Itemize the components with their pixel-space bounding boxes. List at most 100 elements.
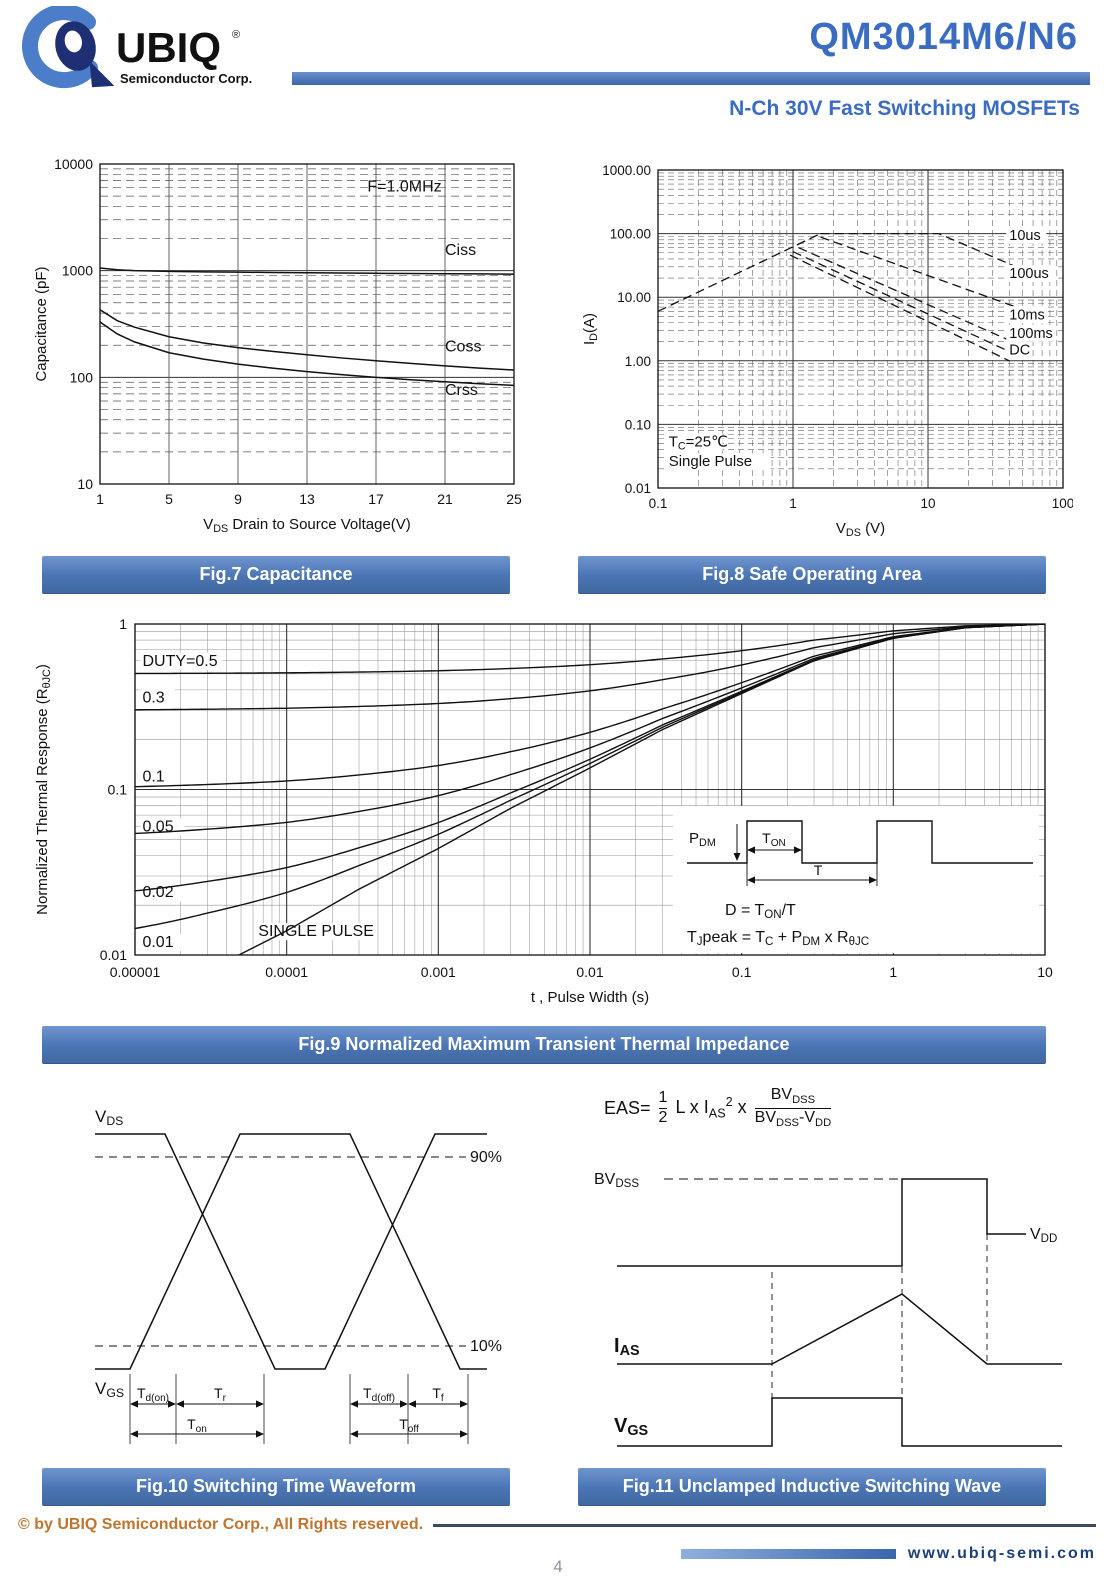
svg-text:10us: 10us bbox=[1009, 228, 1040, 244]
svg-text:0.02: 0.02 bbox=[142, 884, 173, 901]
eas-mid: L x IAS2 x bbox=[675, 1095, 747, 1121]
caption-label: Fig.10 Switching Time Waveform bbox=[135, 1476, 417, 1496]
svg-text:Ton: Ton bbox=[187, 1416, 207, 1435]
svg-text:Normalized Thermal Response (R: Normalized Thermal Response (RθJC) bbox=[34, 664, 53, 915]
svg-text:0.001: 0.001 bbox=[421, 964, 456, 980]
series-Ciss bbox=[99, 267, 515, 275]
svg-text:VDS Drain to Source Voltage(V): VDS Drain to Source Voltage(V) bbox=[203, 516, 411, 535]
page-subtitle: N-Ch 30V Fast Switching MOSFETs bbox=[729, 97, 1080, 120]
svg-text:100.00: 100.00 bbox=[610, 227, 651, 242]
svg-text:VDS: VDS bbox=[95, 1107, 123, 1128]
caption-label: Fig.9 Normalized Maximum Transient Therm… bbox=[298, 1034, 790, 1054]
fig7-chart: Ciss Coss Crss F=1.0MHz 10 100 1000 10000 1 5 9 13 1… bbox=[28, 148, 528, 553]
svg-text:VGS: VGS bbox=[95, 1379, 124, 1400]
svg-text:9: 9 bbox=[234, 491, 242, 507]
fig7-caption: Fig.7 Capacitance bbox=[42, 556, 510, 594]
svg-text:21: 21 bbox=[437, 491, 453, 507]
fig9-chart: DUTY=0.5 0.3 0.1 0.05 0.02 0.01 SINGLE PULSE 0.… bbox=[25, 610, 1090, 1020]
svg-text:0.00001: 0.00001 bbox=[110, 964, 161, 980]
svg-text:10: 10 bbox=[77, 476, 93, 492]
duty-curve-0.5 bbox=[135, 624, 1045, 675]
svg-text:10%: 10% bbox=[470, 1338, 502, 1355]
website-link[interactable]: www.ubiq-semi.com bbox=[907, 1545, 1096, 1562]
svg-text:DC: DC bbox=[1009, 343, 1030, 359]
svg-text:0.01: 0.01 bbox=[625, 481, 651, 496]
svg-text:1: 1 bbox=[789, 496, 797, 511]
switching-waveform-diagram: 90% 10% VDS VGS Td(on) Tr Td(off) Tf Ton Toff bbox=[95, 1107, 502, 1444]
svg-text:Single Pulse: Single Pulse bbox=[669, 453, 752, 470]
svg-text:PDM: PDM bbox=[689, 830, 716, 849]
svg-text:VDS (V): VDS (V) bbox=[836, 520, 885, 539]
series-10ms bbox=[798, 247, 1010, 341]
fig11-caption: Fig.11 Unclamped Inductive Switching Wav… bbox=[578, 1468, 1046, 1506]
svg-text:13: 13 bbox=[299, 491, 315, 507]
svg-text:0.10: 0.10 bbox=[625, 417, 651, 432]
svg-text:Tf: Tf bbox=[432, 1385, 444, 1404]
eas-num2: BVDSS bbox=[770, 1085, 816, 1106]
series-DC bbox=[789, 254, 1010, 362]
eas-lhs: EAS= bbox=[604, 1097, 651, 1118]
svg-text:1000.00: 1000.00 bbox=[602, 163, 651, 178]
svg-text:1.00: 1.00 bbox=[625, 354, 651, 369]
gate-voltage-trace bbox=[617, 1397, 1062, 1447]
fig8-frame bbox=[657, 169, 1064, 489]
svg-text:0.0001: 0.0001 bbox=[265, 964, 308, 980]
svg-text:1: 1 bbox=[96, 491, 104, 507]
svg-text:0.01: 0.01 bbox=[100, 947, 127, 963]
svg-text:D = TON/T: D = TON/T bbox=[725, 902, 796, 921]
svg-text:Capacitance (pF): Capacitance (pF) bbox=[33, 266, 50, 381]
svg-text:0.3: 0.3 bbox=[142, 690, 164, 707]
svg-text:Toff: Toff bbox=[399, 1416, 419, 1435]
svg-text:1: 1 bbox=[889, 964, 897, 980]
footer-divider bbox=[433, 1523, 1096, 1527]
header-rule bbox=[292, 72, 1090, 85]
fig10-caption: Fig.10 Switching Time Waveform bbox=[42, 1468, 510, 1506]
svg-text:Tr: Tr bbox=[214, 1385, 227, 1404]
series-RDS(on) limit bbox=[657, 233, 821, 312]
svg-text:BVDSS: BVDSS bbox=[594, 1171, 639, 1190]
single-pulse-curve bbox=[237, 624, 1045, 955]
svg-text:100: 100 bbox=[70, 369, 94, 385]
svg-text:0.1: 0.1 bbox=[732, 964, 752, 980]
svg-text:10ms: 10ms bbox=[1009, 307, 1044, 323]
inset-pulse-train bbox=[687, 820, 1033, 864]
website-bar bbox=[680, 1549, 896, 1559]
svg-text:1: 1 bbox=[119, 616, 127, 632]
svg-text:1000: 1000 bbox=[62, 263, 93, 279]
svg-text:VDD: VDD bbox=[1030, 1226, 1057, 1245]
svg-text:10: 10 bbox=[1037, 964, 1053, 980]
caption-label: Fig.11 Unclamped Inductive Switching Wav… bbox=[622, 1476, 1002, 1496]
svg-text:0.01: 0.01 bbox=[142, 934, 173, 951]
series-Crss bbox=[99, 321, 515, 387]
page-number: 4 bbox=[553, 1557, 563, 1576]
logo-trademark: ® bbox=[232, 29, 240, 41]
ubiq-logo-graphic: UBIQ ® Semiconductor Corp. bbox=[22, 4, 252, 89]
svg-text:IAS: IAS bbox=[614, 1335, 640, 1359]
svg-text:0.05: 0.05 bbox=[142, 818, 173, 835]
svg-text:Crss: Crss bbox=[445, 382, 478, 399]
logo-swoosh-icon bbox=[22, 4, 98, 89]
svg-text:Coss: Coss bbox=[445, 338, 481, 355]
fig10-waveforms: 90% 10% VDS VGS Td(on) Tr Td(off) Tf Ton Toff bbox=[95, 1107, 502, 1444]
svg-text:SINGLE PULSE: SINGLE PULSE bbox=[258, 923, 374, 940]
caption-label: Fig.8 Safe Operating Area bbox=[702, 564, 922, 584]
logo-tagline: Semiconductor Corp. bbox=[120, 71, 252, 86]
series-Coss bbox=[99, 309, 515, 371]
svg-text:ID(A): ID(A) bbox=[581, 313, 600, 345]
fig9-frame bbox=[134, 623, 1046, 956]
footer-website-row: www.ubiq-semi.com bbox=[680, 1545, 1096, 1563]
ubiq-logo: UBIQ ® Semiconductor Corp. bbox=[16, 4, 276, 107]
fig8-series bbox=[657, 232, 1017, 362]
eas-den2: BVDSS-VDD bbox=[754, 1108, 832, 1129]
svg-text:0.01: 0.01 bbox=[576, 964, 603, 980]
svg-text:t , Pulse Width (s): t , Pulse Width (s) bbox=[531, 989, 649, 1006]
svg-text:F=1.0MHz: F=1.0MHz bbox=[367, 179, 441, 196]
svg-text:TJpeak = TC + PDM x RθJC: TJpeak = TC + PDM x RθJC bbox=[687, 929, 869, 948]
series-100us bbox=[820, 236, 1017, 308]
svg-text:25: 25 bbox=[506, 491, 522, 507]
svg-text:T: T bbox=[814, 862, 823, 878]
fraction-bar bbox=[658, 1107, 668, 1109]
